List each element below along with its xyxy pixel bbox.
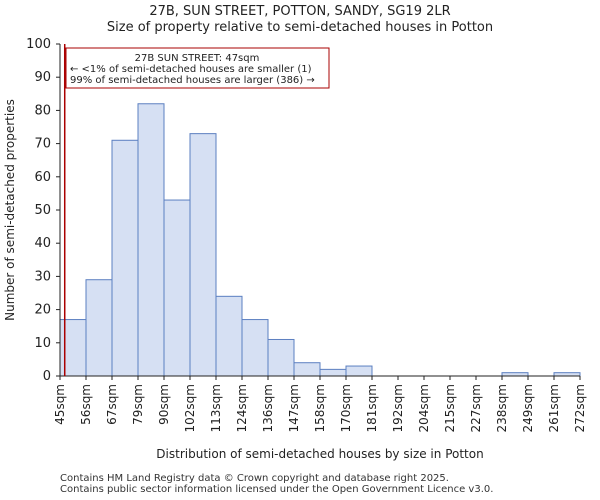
x-tick-label: 102sqm	[183, 384, 197, 432]
x-tick-label: 67sqm	[105, 384, 119, 425]
y-tick-label: 20	[34, 303, 51, 318]
annotation-larger: 99% of semi-detached houses are larger (…	[70, 75, 315, 86]
bar-113sqm	[215, 295, 243, 377]
chart-title-address: 27B, SUN STREET, POTTON, SANDY, SG19 2LR	[149, 4, 451, 19]
x-tick-label: 227sqm	[469, 384, 483, 432]
y-tick-label: 90	[34, 70, 51, 85]
bar-102sqm	[189, 133, 217, 377]
x-tick-label: 215sqm	[443, 384, 457, 432]
footer-licence: Contains public sector information licen…	[60, 484, 494, 495]
y-tick-label: 50	[34, 203, 51, 218]
bar-170sqm	[345, 365, 373, 377]
x-tick-label: 158sqm	[313, 384, 327, 432]
y-tick-label: 60	[34, 170, 51, 185]
footer-copyright: Contains HM Land Registry data © Crown c…	[60, 473, 449, 484]
x-tick-label: 124sqm	[235, 384, 249, 432]
x-tick-label: 113sqm	[209, 384, 223, 432]
bar-90sqm	[163, 199, 191, 377]
annotation-smaller: ← <1% of semi-detached houses are smalle…	[70, 64, 312, 75]
x-tick-label: 204sqm	[417, 384, 431, 432]
x-tick-label: 261sqm	[547, 384, 561, 432]
y-tick-label: 100	[26, 37, 51, 52]
x-tick-label: 136sqm	[261, 384, 275, 432]
x-tick-label: 238sqm	[495, 384, 509, 432]
annotation-box	[65, 47, 330, 89]
y-tick-label: 40	[34, 236, 51, 251]
bar-124sqm	[241, 319, 269, 377]
x-tick-label: 170sqm	[339, 384, 353, 432]
y-tick-label: 30	[34, 269, 51, 284]
y-axis-label: Number of semi-detached properties	[3, 99, 17, 321]
y-tick-label: 80	[34, 103, 51, 118]
bar-67sqm	[111, 139, 139, 377]
x-tick-label: 192sqm	[391, 384, 405, 432]
y-tick-label: 0	[43, 369, 51, 384]
x-tick-label: 147sqm	[287, 384, 301, 432]
annotation-title: 27B SUN STREET: 47sqm	[135, 53, 260, 64]
x-axis-label: Distribution of semi-detached houses by …	[156, 447, 483, 461]
bar-158sqm	[319, 368, 347, 377]
y-tick-label: 10	[34, 336, 51, 351]
x-tick-label: 272sqm	[573, 384, 587, 432]
x-tick-label: 45sqm	[53, 384, 67, 425]
bar-56sqm	[85, 279, 113, 377]
chart-title: Size of property relative to semi-detach…	[106, 20, 494, 35]
bar-147sqm	[293, 362, 321, 377]
x-tick-label: 56sqm	[79, 384, 93, 425]
bar-45sqm	[59, 319, 87, 377]
x-tick-label: 79sqm	[131, 384, 145, 425]
x-tick-label: 249sqm	[521, 384, 535, 432]
bar-79sqm	[137, 103, 165, 377]
y-tick-label: 70	[34, 137, 51, 152]
x-tick-label: 90sqm	[157, 384, 171, 425]
x-tick-label: 181sqm	[365, 384, 379, 432]
bar-136sqm	[267, 338, 295, 377]
